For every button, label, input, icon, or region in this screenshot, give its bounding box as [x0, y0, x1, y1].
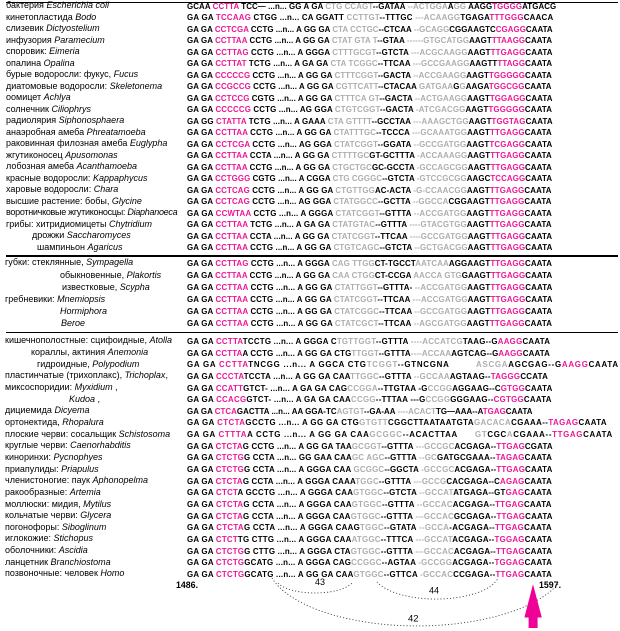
svg-text:43: 43: [315, 577, 325, 587]
svg-text:42: 42: [408, 614, 419, 625]
svg-text:44: 44: [429, 586, 439, 596]
